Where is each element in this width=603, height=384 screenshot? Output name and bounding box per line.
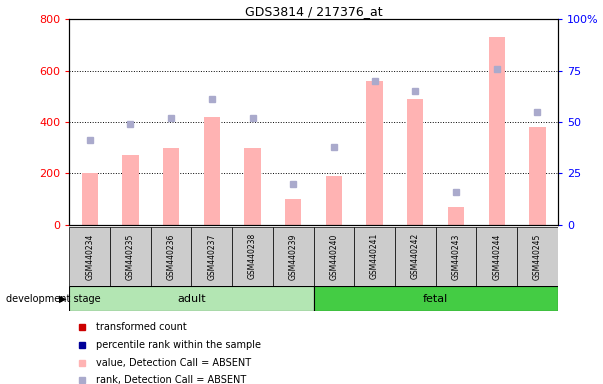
Bar [285,199,302,225]
Bar [69,227,110,286]
Text: GSM440240: GSM440240 [329,233,338,280]
Text: development stage: development stage [6,293,101,304]
Bar [395,227,435,286]
Text: percentile rank within the sample: percentile rank within the sample [96,340,261,350]
Bar [273,227,314,286]
Text: value, Detection Call = ABSENT: value, Detection Call = ABSENT [96,358,251,368]
Text: GSM440245: GSM440245 [533,233,542,280]
Bar [448,207,464,225]
Bar [151,227,192,286]
Text: GSM440236: GSM440236 [166,233,175,280]
Bar [314,286,558,311]
Bar [69,286,314,311]
Bar [192,227,232,286]
Text: ▶: ▶ [59,293,66,304]
Text: GSM440237: GSM440237 [207,233,216,280]
Bar [232,227,273,286]
Bar [367,81,383,225]
Bar [476,227,517,286]
Text: GSM440234: GSM440234 [85,233,94,280]
Bar [163,147,179,225]
Bar [314,227,354,286]
Bar [204,117,220,225]
Bar [435,227,476,286]
Text: fetal: fetal [423,293,448,304]
Bar [81,173,98,225]
Bar [407,99,423,225]
Bar [354,227,395,286]
Text: GSM440238: GSM440238 [248,233,257,280]
Bar [488,37,505,225]
Text: GSM440235: GSM440235 [126,233,135,280]
Text: transformed count: transformed count [96,322,187,332]
Text: GSM440239: GSM440239 [289,233,298,280]
Bar [122,155,139,225]
Text: rank, Detection Call = ABSENT: rank, Detection Call = ABSENT [96,376,247,384]
Text: GSM440241: GSM440241 [370,233,379,280]
Text: adult: adult [177,293,206,304]
Text: GSM440244: GSM440244 [492,233,501,280]
Bar [244,147,260,225]
Bar [326,176,342,225]
Bar [529,127,546,225]
Bar [110,227,151,286]
Text: GSM440243: GSM440243 [452,233,461,280]
Title: GDS3814 / 217376_at: GDS3814 / 217376_at [245,5,382,18]
Text: GSM440242: GSM440242 [411,233,420,280]
Bar [517,227,558,286]
